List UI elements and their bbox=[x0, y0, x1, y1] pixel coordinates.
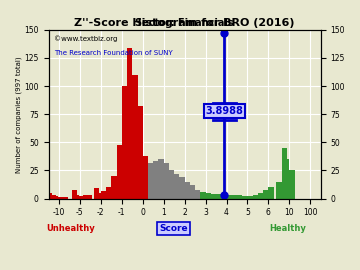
Bar bbox=[289, 170, 295, 199]
Bar bbox=[76, 196, 81, 199]
Text: ©www.textbiz.org: ©www.textbiz.org bbox=[54, 35, 117, 42]
Bar bbox=[106, 187, 111, 199]
Bar bbox=[80, 196, 85, 199]
Bar bbox=[143, 156, 148, 199]
Bar bbox=[132, 75, 138, 199]
Bar bbox=[63, 197, 68, 199]
Bar bbox=[164, 163, 169, 199]
Bar bbox=[101, 191, 106, 199]
Bar bbox=[201, 192, 206, 199]
Bar bbox=[258, 193, 263, 199]
Bar bbox=[158, 159, 164, 199]
Bar bbox=[179, 177, 185, 199]
Bar bbox=[247, 196, 253, 199]
Bar bbox=[153, 161, 158, 199]
Bar bbox=[185, 182, 190, 199]
Text: Score: Score bbox=[159, 224, 188, 233]
Y-axis label: Number of companies (997 total): Number of companies (997 total) bbox=[15, 56, 22, 173]
Bar bbox=[138, 106, 143, 199]
Bar bbox=[97, 194, 103, 199]
Bar bbox=[253, 195, 258, 199]
Bar bbox=[59, 197, 64, 199]
Bar bbox=[122, 86, 127, 199]
Bar bbox=[190, 185, 195, 199]
Bar bbox=[53, 196, 58, 199]
Text: Unhealthy: Unhealthy bbox=[46, 224, 95, 233]
Bar bbox=[96, 194, 101, 199]
Bar bbox=[226, 195, 232, 199]
Title: Z''-Score Histogram for BRO (2016): Z''-Score Histogram for BRO (2016) bbox=[75, 18, 295, 28]
Bar bbox=[232, 195, 237, 199]
Bar bbox=[242, 196, 247, 199]
Bar bbox=[87, 195, 92, 199]
Bar bbox=[84, 195, 89, 199]
Bar bbox=[276, 182, 282, 199]
Bar bbox=[99, 193, 104, 199]
Bar bbox=[74, 195, 79, 199]
Text: The Research Foundation of SUNY: The Research Foundation of SUNY bbox=[54, 50, 173, 56]
Bar bbox=[211, 194, 216, 199]
Bar bbox=[221, 195, 226, 199]
Bar bbox=[216, 194, 221, 199]
Bar bbox=[169, 170, 174, 199]
Bar bbox=[46, 193, 51, 199]
Bar bbox=[269, 187, 274, 199]
Bar bbox=[284, 159, 289, 199]
Bar bbox=[117, 145, 122, 199]
Bar bbox=[55, 197, 60, 199]
Bar bbox=[282, 148, 287, 199]
Text: 3.8988: 3.8988 bbox=[206, 106, 243, 116]
Text: Healthy: Healthy bbox=[270, 224, 307, 233]
Bar bbox=[94, 188, 99, 199]
Bar bbox=[78, 196, 83, 199]
Bar bbox=[127, 48, 132, 199]
Bar bbox=[195, 190, 201, 199]
Bar bbox=[263, 190, 269, 199]
Bar bbox=[51, 195, 56, 199]
Text: Sector: Financials: Sector: Financials bbox=[135, 18, 234, 28]
Bar bbox=[206, 193, 211, 199]
Bar bbox=[174, 174, 179, 199]
Bar bbox=[111, 176, 117, 199]
Bar bbox=[148, 163, 153, 199]
Bar bbox=[237, 195, 242, 199]
Bar bbox=[57, 197, 62, 199]
Bar bbox=[72, 190, 77, 199]
